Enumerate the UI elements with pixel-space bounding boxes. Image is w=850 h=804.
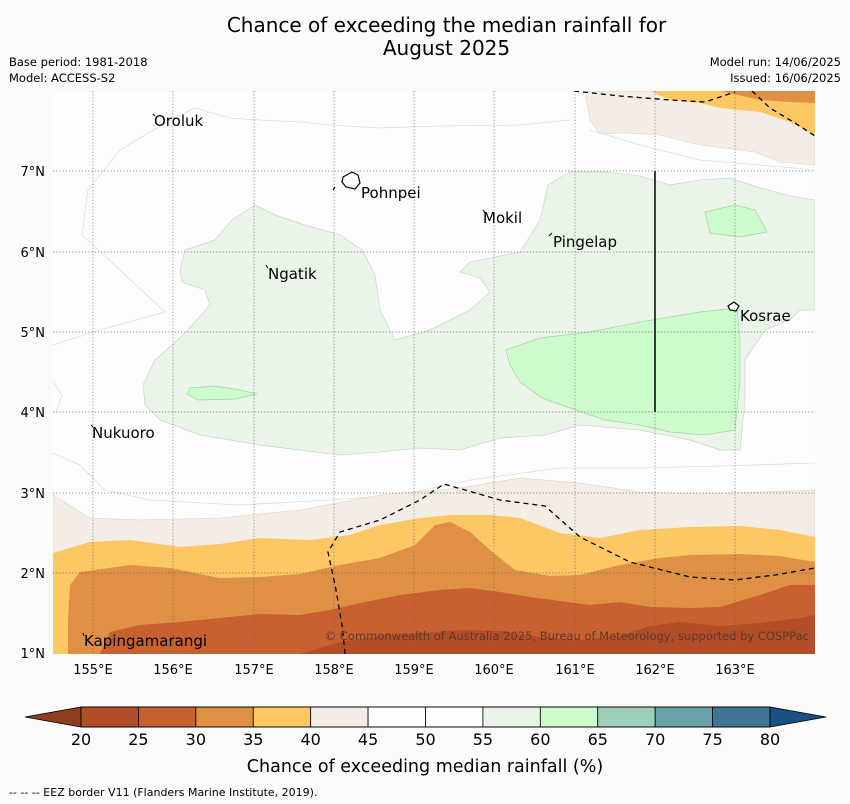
region-35-40-north bbox=[650, 91, 815, 135]
map-title-line1: Chance of exceeding the median rainfall … bbox=[226, 13, 667, 37]
colorbar-tick-label: 75 bbox=[702, 730, 722, 749]
map-title-line2: August 2025 bbox=[382, 36, 511, 60]
colorbar-cell bbox=[310, 706, 369, 728]
colorbar-tick-label: 55 bbox=[473, 730, 493, 749]
metadata-right: Model run: 14/06/2025 Issued: 16/06/2025 bbox=[710, 54, 841, 86]
contour-line bbox=[53, 452, 815, 506]
lon-tick-label: 157°E bbox=[234, 663, 274, 678]
colorbar-cell bbox=[80, 706, 139, 728]
region-20-25-south bbox=[300, 615, 815, 654]
model-text: Model: ACCESS-S2 bbox=[9, 71, 116, 85]
lon-tick-label: 163°E bbox=[715, 663, 755, 678]
lon-tick-label: 156°E bbox=[153, 663, 193, 678]
base-period-text: Base period: 1981-2018 bbox=[9, 55, 148, 69]
pohnpei-island bbox=[341, 171, 361, 190]
lon-tick-label: 158°E bbox=[314, 663, 354, 678]
colorbar-tick-label: 70 bbox=[645, 730, 665, 749]
colorbar-frame bbox=[80, 706, 771, 728]
lon-tick-label: 155°E bbox=[73, 663, 113, 678]
colorbar-tick-label: 30 bbox=[186, 730, 206, 749]
colorbar-over-arrow bbox=[769, 706, 827, 728]
atoll-marks bbox=[82, 113, 553, 637]
region-30-35-north bbox=[720, 91, 815, 103]
colorbar-tick-label: 60 bbox=[530, 730, 550, 749]
colorbar-cells bbox=[80, 706, 771, 728]
nukuoro-mark bbox=[90, 424, 94, 428]
contour-line bbox=[53, 381, 63, 413]
lat-tick-label: 6°N bbox=[21, 246, 46, 261]
colorbar-label: Chance of exceeding median rainfall (%) bbox=[247, 757, 603, 777]
colorbar-cell bbox=[195, 706, 254, 728]
lat-tick-label: 2°N bbox=[21, 567, 46, 582]
eez-border bbox=[327, 91, 815, 654]
kapingamarangi-mark bbox=[82, 632, 85, 637]
place-label-pohnpei: Pohnpei bbox=[361, 184, 421, 202]
mokil-mark bbox=[482, 209, 486, 214]
ngatik-mark bbox=[265, 264, 269, 269]
colorbar-tick-label: 80 bbox=[760, 730, 780, 749]
eez-border-north bbox=[573, 91, 736, 103]
region-60-65-east bbox=[505, 307, 741, 436]
region-60-65-northeast bbox=[704, 204, 768, 238]
place-label-ngatik: Ngatik bbox=[268, 265, 317, 283]
eez-border-northeast bbox=[751, 91, 815, 137]
pingelap-mark bbox=[548, 232, 553, 237]
lat-tick-label: 3°N bbox=[21, 487, 46, 502]
place-label-nukuoro: Nukuoro bbox=[92, 424, 155, 442]
lat-tick-label: 5°N bbox=[21, 326, 46, 341]
colorbar-cell bbox=[712, 706, 771, 728]
pohnpei-islet bbox=[332, 186, 336, 191]
colorbar-tick-label: 35 bbox=[243, 730, 263, 749]
metadata-left: Base period: 1981-2018 Model: ACCESS-S2 bbox=[9, 54, 148, 86]
place-label-pingelap: Pingelap bbox=[553, 233, 617, 251]
colorbar-tick-label: 20 bbox=[71, 730, 91, 749]
oroluk-mark bbox=[152, 113, 156, 117]
colorbar-cell bbox=[539, 706, 599, 728]
contour-line bbox=[589, 129, 815, 171]
colorbar-cell bbox=[654, 706, 713, 728]
colorbar-tick-label: 40 bbox=[300, 730, 320, 749]
colorbar-tick-label: 25 bbox=[128, 730, 148, 749]
colorbar-cell bbox=[482, 706, 541, 728]
lat-tick-label: 4°N bbox=[21, 406, 46, 421]
lon-tick-label: 159°E bbox=[394, 663, 434, 678]
place-label-mokil: Mokil bbox=[483, 209, 522, 227]
kosrae-island bbox=[727, 301, 740, 312]
colorbar: 20 25 30 35 40 45 50 55 60 65 70 75 80 Chance of exc… bbox=[24, 706, 827, 777]
colorbar-tick-label: 50 bbox=[415, 730, 435, 749]
colorbar-cell bbox=[252, 706, 312, 728]
colorbar-tick-label: 45 bbox=[358, 730, 378, 749]
colorbar-cell bbox=[367, 706, 426, 728]
eez-source-note: -- -- -- EEZ border V11 (Flanders Marine… bbox=[9, 786, 318, 799]
place-label-oroluk: Oroluk bbox=[154, 112, 203, 130]
colorbar-cell bbox=[597, 706, 656, 728]
region-60-65-west bbox=[186, 385, 258, 401]
contour-line bbox=[53, 107, 571, 346]
graticule bbox=[53, 91, 815, 654]
lon-tick-label: 162°E bbox=[635, 663, 675, 678]
lon-tick-label: 160°E bbox=[474, 663, 514, 678]
place-label-kapingamarangi: Kapingamarangi bbox=[84, 632, 207, 650]
place-label-kosrae: Kosrae bbox=[740, 307, 791, 325]
lon-tick-label: 161°E bbox=[555, 663, 595, 678]
colorbar-tick-labels: 20 25 30 35 40 45 50 55 60 65 70 75 80 bbox=[71, 730, 780, 749]
colorbar-cell bbox=[138, 706, 197, 728]
colorbar-under-arrow bbox=[24, 706, 82, 728]
issued-text: Issued: 16/06/2025 bbox=[730, 71, 841, 85]
map-area: Oroluk Pohnpei Mokil Pingelap Ngatik Kos… bbox=[53, 91, 815, 654]
colorbar-tick-label: 65 bbox=[588, 730, 608, 749]
colorbar-cell bbox=[425, 706, 484, 728]
map-title: Chance of exceeding the median rainfall … bbox=[0, 14, 850, 60]
eez-border-south bbox=[327, 483, 815, 654]
copyright-notice: © Commonwealth of Australia 2025, Bureau… bbox=[325, 629, 809, 643]
model-run-text: Model run: 14/06/2025 bbox=[709, 55, 841, 69]
lat-tick-label: 7°N bbox=[21, 165, 46, 180]
lat-tick-label: 1°N bbox=[21, 647, 46, 662]
